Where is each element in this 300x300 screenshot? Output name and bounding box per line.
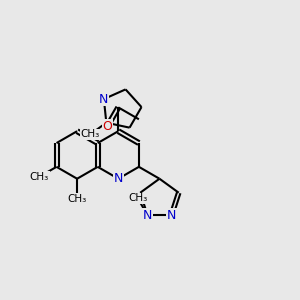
Text: N: N <box>99 93 109 106</box>
Text: N: N <box>167 209 176 222</box>
Text: CH₃: CH₃ <box>68 194 87 203</box>
Text: N: N <box>114 172 123 185</box>
Text: O: O <box>103 120 112 133</box>
Text: CH₃: CH₃ <box>30 172 49 182</box>
Text: CH₃: CH₃ <box>128 193 147 203</box>
Text: CH₃: CH₃ <box>81 129 100 140</box>
Text: N: N <box>143 209 152 222</box>
